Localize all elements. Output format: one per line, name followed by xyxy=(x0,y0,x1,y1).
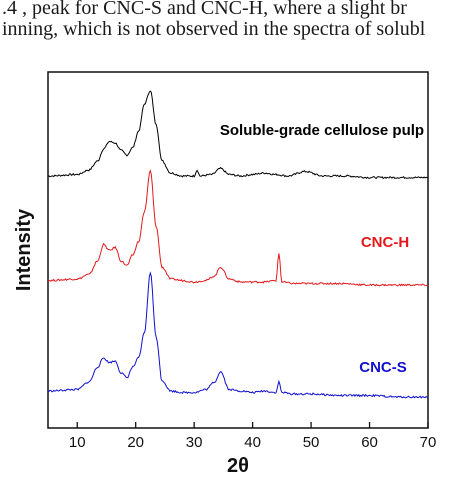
x-tick-label: 50 xyxy=(303,434,320,451)
x-tick-label: 20 xyxy=(127,434,144,451)
x-tick-label: 10 xyxy=(69,434,86,451)
series-line-2 xyxy=(47,169,429,287)
caption-text: .4 , peak for CNC-S and CNC-H, where a s… xyxy=(0,0,474,40)
series-group xyxy=(47,90,429,399)
y-axis-title: Intensity xyxy=(13,208,35,291)
series-label-3: CNC-S xyxy=(359,359,407,376)
x-tick-label: 30 xyxy=(186,434,203,451)
x-tick-label: 70 xyxy=(420,434,437,451)
caption-line-2: inning, which is not observed in the spe… xyxy=(2,18,426,40)
x-tick-label: 60 xyxy=(361,434,378,451)
series-label-1: Soluble-grade cellulose pulp xyxy=(220,122,424,139)
series-line-1 xyxy=(47,90,429,180)
x-ticks: 10 20 30 40 50 60 70 xyxy=(69,422,436,451)
caption-line-1: .4 , peak for CNC-S and CNC-H, where a s… xyxy=(2,0,407,19)
series-line-3 xyxy=(47,271,429,399)
x-tick-label: 40 xyxy=(244,434,261,451)
series-label-2: CNC-H xyxy=(361,234,409,251)
plot-frame xyxy=(47,71,429,429)
series-labels: Soluble-grade cellulose pulp CNC-H CNC-S xyxy=(220,122,424,376)
x-axis-title: 2θ xyxy=(227,455,249,477)
